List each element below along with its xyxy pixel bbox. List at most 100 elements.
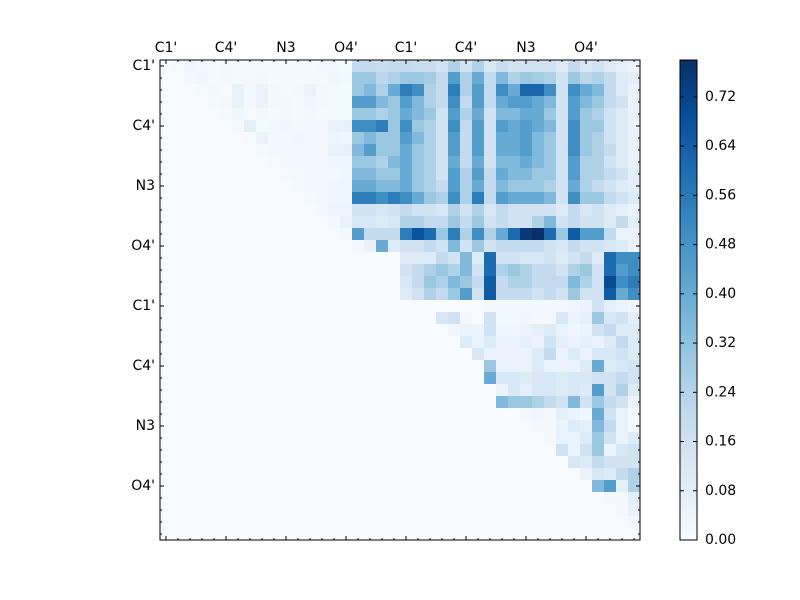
cell [292, 156, 305, 169]
cell [172, 108, 185, 121]
cell [280, 480, 293, 493]
cell [448, 336, 461, 349]
cell [436, 444, 449, 457]
cell [340, 144, 353, 157]
cell [184, 228, 197, 241]
cell [604, 216, 617, 229]
cell [220, 84, 233, 97]
cell [520, 528, 533, 541]
cell [568, 300, 581, 313]
cell [448, 156, 461, 169]
cell [184, 420, 197, 433]
cell [484, 468, 497, 481]
cell [460, 240, 473, 253]
colorbar-tick-label: 0.08 [705, 483, 736, 499]
cell [436, 504, 449, 517]
cell [412, 276, 425, 289]
cell [232, 192, 245, 205]
cell [256, 156, 269, 169]
cell [304, 288, 317, 301]
cell [364, 180, 377, 193]
cell [508, 168, 521, 181]
cell [244, 420, 257, 433]
cell [424, 528, 437, 541]
cell [364, 444, 377, 457]
cell [340, 360, 353, 373]
cell [220, 96, 233, 109]
cell [472, 372, 485, 385]
cell [292, 300, 305, 313]
cell [424, 384, 437, 397]
cell [244, 468, 257, 481]
cell [316, 60, 329, 73]
cell [592, 108, 605, 121]
cell [532, 504, 545, 517]
cell [232, 276, 245, 289]
cell [340, 300, 353, 313]
cell [268, 120, 281, 133]
cell [268, 288, 281, 301]
cell [160, 324, 173, 337]
axes: C1' C4' N3 O4' C1' C4' N3 O4'C1'C4'N3O4'C1'C4'N… [131, 40, 736, 548]
cell [208, 516, 221, 529]
cell [328, 420, 341, 433]
cell [316, 228, 329, 241]
cell [184, 120, 197, 133]
cell [556, 324, 569, 337]
cell [556, 468, 569, 481]
cell [592, 384, 605, 397]
cell [400, 84, 413, 97]
cell [544, 144, 557, 157]
cell [160, 360, 173, 373]
cell [328, 84, 341, 97]
cell [280, 384, 293, 397]
cell [280, 180, 293, 193]
cell [520, 144, 533, 157]
cell [184, 180, 197, 193]
cell [160, 408, 173, 421]
cell [388, 72, 401, 85]
cell [196, 180, 209, 193]
cell [448, 468, 461, 481]
cell [604, 432, 617, 445]
heatmap [160, 60, 641, 541]
cell [472, 432, 485, 445]
cell [628, 480, 641, 493]
cell [568, 372, 581, 385]
cell [376, 480, 389, 493]
cell [556, 384, 569, 397]
cell [460, 144, 473, 157]
cell [484, 132, 497, 145]
cell [496, 384, 509, 397]
cell [220, 144, 233, 157]
cell [208, 156, 221, 169]
cell [400, 444, 413, 457]
cell [568, 444, 581, 457]
cell [520, 492, 533, 505]
cell [436, 360, 449, 373]
cell [460, 492, 473, 505]
cell [304, 216, 317, 229]
cell [280, 516, 293, 529]
cell [436, 168, 449, 181]
cell [544, 84, 557, 97]
cell [304, 312, 317, 325]
cell [604, 132, 617, 145]
cell [508, 468, 521, 481]
cell [412, 288, 425, 301]
cell [292, 120, 305, 133]
cell [328, 396, 341, 409]
cell [208, 252, 221, 265]
cell [268, 252, 281, 265]
cell [400, 168, 413, 181]
cell [364, 504, 377, 517]
cell [316, 300, 329, 313]
cell [472, 252, 485, 265]
cell [580, 168, 593, 181]
cell [220, 336, 233, 349]
cell [412, 360, 425, 373]
cell [280, 108, 293, 121]
cell [208, 204, 221, 217]
cell [316, 168, 329, 181]
cell [280, 408, 293, 421]
